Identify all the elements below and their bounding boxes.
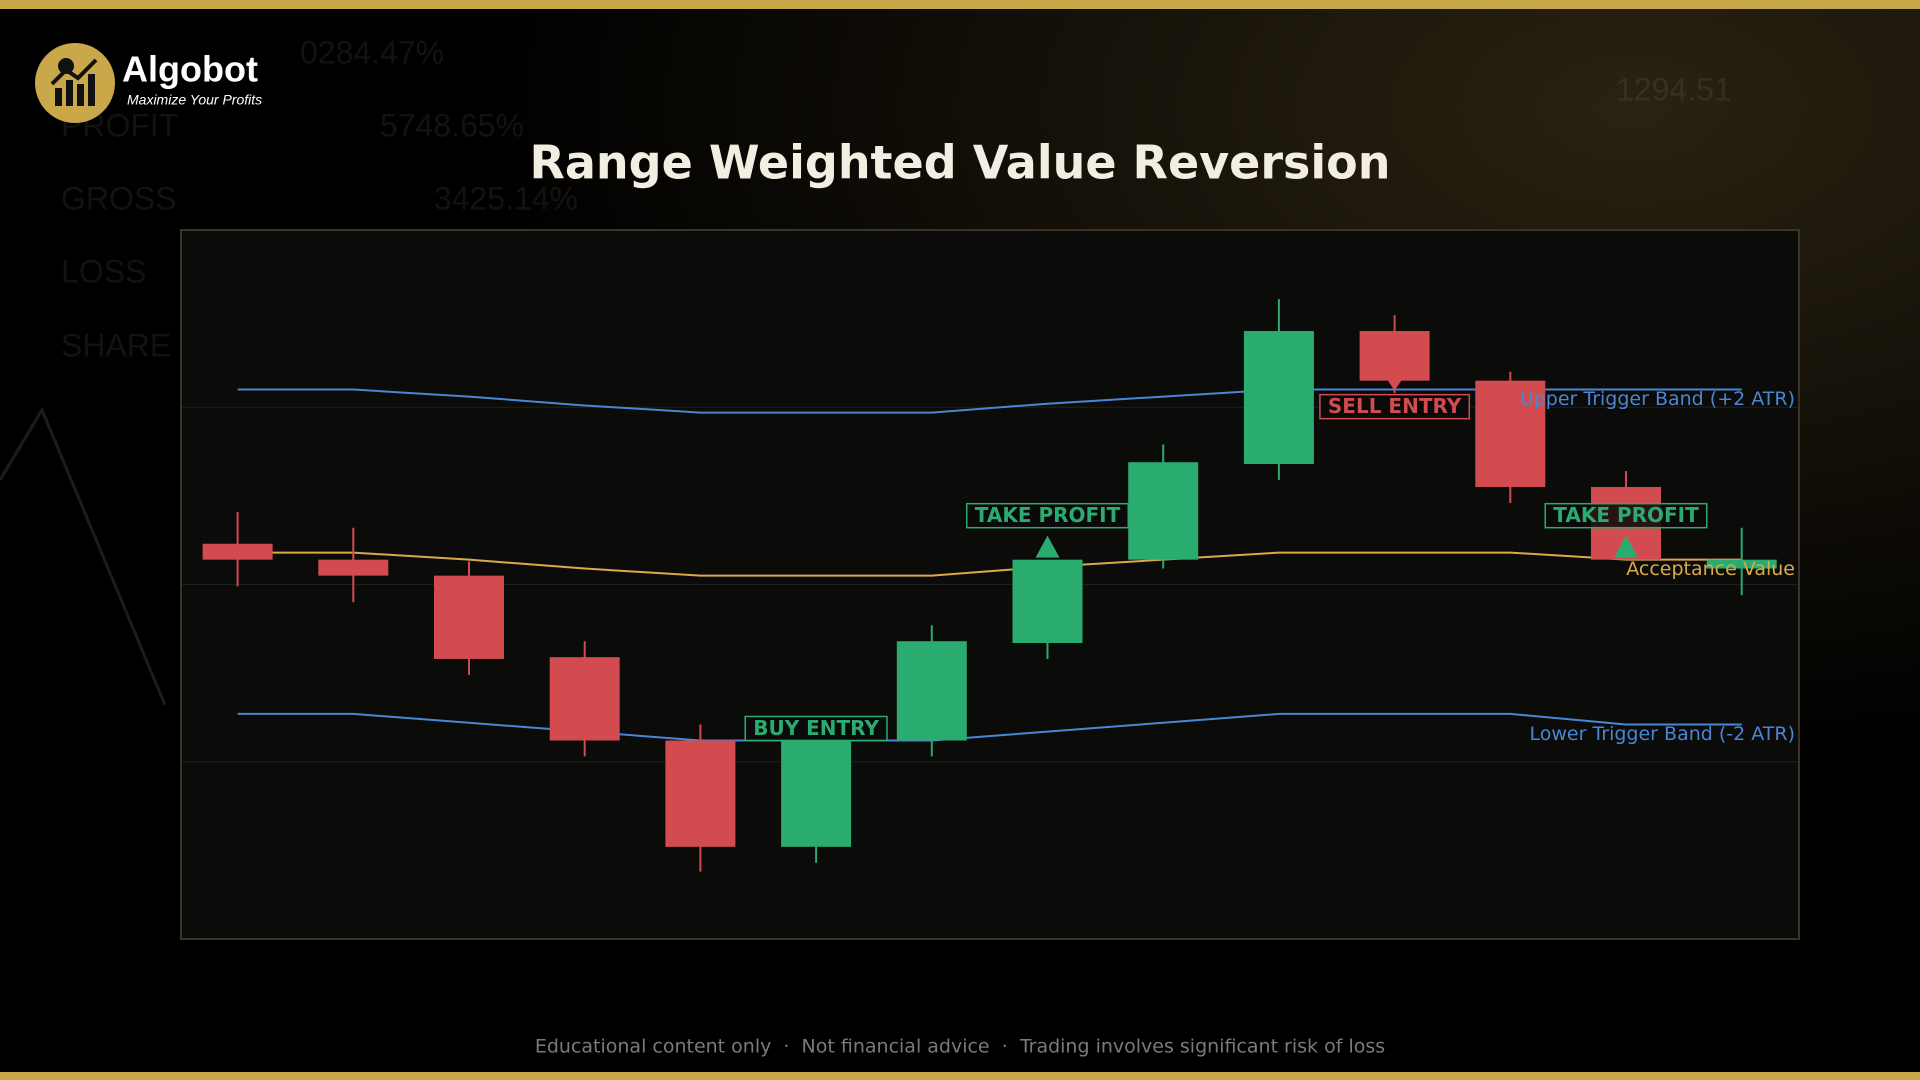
signal-label-box [1319, 393, 1471, 420]
candle-body [549, 657, 620, 741]
logo-icon [58, 58, 74, 74]
candle-body [1475, 380, 1546, 488]
chart-title: Range Weighted Value Reversion [529, 136, 1390, 190]
line-label: Upper Trigger Band (+2 ATR) [1520, 388, 1795, 410]
signal-label-text: SELL ENTRY [1328, 394, 1462, 418]
background-texts: 0284.47%PROFIT 5748.65%GROSS 3425.14%LOSSS… [61, 34, 1732, 363]
signal-label: TAKE PROFIT [1544, 502, 1708, 529]
logo: Algobot Maximize Your Profits [35, 43, 262, 123]
candle-body [318, 559, 389, 576]
candle-body [1012, 559, 1083, 643]
signal-label-box [966, 502, 1129, 529]
background-text: 1294.51 [1616, 71, 1732, 107]
candle-body [202, 543, 273, 560]
signal-label: SELL ENTRY [1319, 393, 1471, 420]
background-text: SHARE [61, 327, 171, 363]
background-text: 0284.47% [300, 34, 444, 70]
background-text: 5748.65% [380, 107, 524, 143]
logo-icon [55, 88, 62, 106]
logo-icon [88, 74, 95, 106]
brand-tagline: Maximize Your Profits [127, 92, 262, 108]
line-label: Acceptance Value [1626, 558, 1795, 580]
candle-body [665, 740, 736, 847]
background-decoration [0, 406, 167, 706]
signal-label: TAKE PROFIT [966, 502, 1129, 529]
candle-body [1243, 331, 1314, 464]
signal-label-box [1544, 502, 1708, 529]
signal-arrow [1035, 535, 1060, 558]
candle-body [1706, 559, 1777, 569]
logo-icon [77, 84, 84, 106]
background-text: 3425.14% [434, 180, 578, 216]
indicator-line [237, 712, 1742, 742]
candle-body [1359, 331, 1430, 381]
signal-label-text: BUY ENTRY [753, 716, 879, 740]
indicator-line [237, 551, 1742, 577]
disclaimer: Educational content only · Not financial… [535, 1036, 1385, 1058]
bottom-border [0, 1072, 1920, 1080]
background-text: GROSS [61, 180, 177, 216]
signal-label: BUY ENTRY [744, 715, 888, 742]
signal-label-text: TAKE PROFIT [1553, 503, 1699, 527]
line-label: Lower Trigger Band (-2 ATR) [1530, 723, 1795, 745]
logo-icon [50, 58, 98, 86]
candle-body [434, 575, 504, 659]
plot: Upper Trigger Band (+2 ATR) Acceptance Va… [182, 299, 1798, 872]
signal-label-box [744, 715, 888, 742]
signal-arrow [1614, 535, 1638, 558]
logo-icon [66, 80, 73, 106]
brand-name: Algobot [122, 49, 258, 90]
signal-label-text: TAKE PROFIT [975, 503, 1121, 527]
signal-arrow [1386, 378, 1403, 391]
top-border [0, 0, 1920, 9]
candle-body [896, 641, 967, 741]
logo-badge [35, 43, 115, 123]
candle-body [781, 740, 852, 847]
candle-body [1128, 462, 1199, 560]
background-text: LOSS [61, 253, 146, 289]
